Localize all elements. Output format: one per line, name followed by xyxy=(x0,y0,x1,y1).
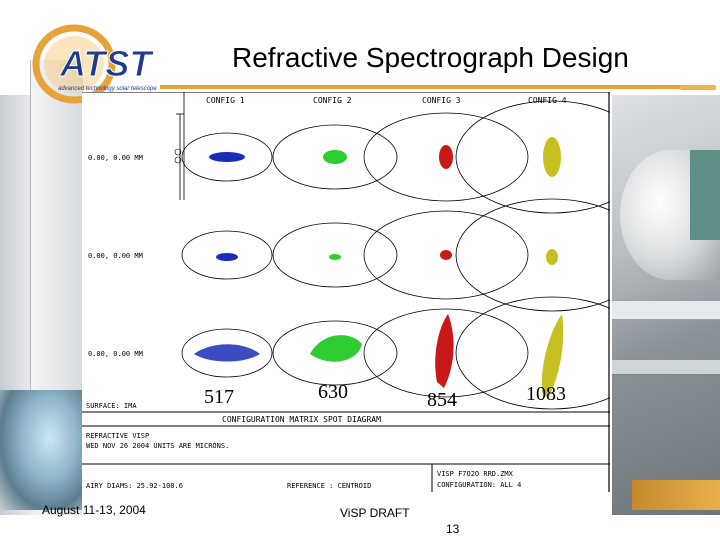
spot-blue-r2 xyxy=(216,253,238,261)
configuration-label: CONFIGURATION: ALL 4 xyxy=(437,481,521,489)
footer-subtitle: ViSP DRAFT xyxy=(340,506,410,520)
airy-ellipse-r3-c2 xyxy=(272,320,398,386)
spot-diagram: CONFIG 1 CONFIG 2 CONFIG 3 CONFIG 4 0.00… xyxy=(82,92,610,492)
file-label: VISP F7O2O RRD.ZMX xyxy=(437,470,514,478)
airy-ellipse-r3-c3 xyxy=(363,308,529,398)
footer-date: August 11-13, 2004 xyxy=(42,503,146,517)
logo-tagline: advanced technology solar telescope xyxy=(58,86,157,92)
title-underline-cap xyxy=(680,85,716,90)
airy-diameters: AIRY DIAMS: 25.92-108.6 xyxy=(86,482,183,490)
slide-title: Refractive Spectrograph Design xyxy=(232,42,629,73)
row-label-3: 0.00, 0.00 MM xyxy=(88,350,143,358)
background-right-panel xyxy=(690,150,720,240)
background-right-orange xyxy=(632,480,720,510)
title-underline xyxy=(160,85,688,89)
airy-ellipse-r1-c3 xyxy=(363,112,529,202)
row-label-1: 0.00, 0.00 MM xyxy=(88,154,143,162)
page-number: 13 xyxy=(446,522,460,536)
background-right-band-2 xyxy=(612,360,720,375)
info-line-1: REFRACTIVE VISP xyxy=(86,432,149,440)
config-label-3: CONFIG 3 xyxy=(422,96,461,105)
spot-red-r3 xyxy=(435,314,454,388)
background-right-band xyxy=(612,300,720,320)
logo-text: ATST xyxy=(59,43,154,84)
airy-ellipse-r3-c4 xyxy=(455,296,610,410)
spot-blue-r3 xyxy=(194,344,260,362)
airy-ellipse-r1-c1 xyxy=(181,132,273,182)
surface-label: SURFACE: IMA xyxy=(86,402,137,410)
wavelength-label-1083: 1083 xyxy=(526,383,566,405)
spot-red-r1 xyxy=(439,145,453,169)
spot-blue-r1 xyxy=(209,152,245,162)
reference-label: REFERENCE : CENTROID xyxy=(287,482,371,490)
wavelength-label-854: 854 xyxy=(427,389,457,411)
spot-yellow-r1 xyxy=(543,137,561,177)
airy-ellipse-r1-c2 xyxy=(272,124,398,190)
spot-green-r3 xyxy=(310,335,362,362)
background-left-dish xyxy=(0,390,82,510)
airy-ellipse-r2-c3 xyxy=(363,210,529,300)
config-label-2: CONFIG 2 xyxy=(313,96,352,105)
airy-ellipse-r2-c1 xyxy=(181,230,273,280)
info-line-2: WED NOV 26 2004 UNITS ARE MICRONS. xyxy=(86,442,229,450)
wavelength-label-630: 630 xyxy=(318,381,348,403)
diagram-title: CONFIGURATION MATRIX SPOT DIAGRAM xyxy=(222,415,381,424)
spot-yellow-r2 xyxy=(546,249,558,265)
airy-ellipse-r2-c4 xyxy=(455,198,610,312)
airy-ellipse-r2-c2 xyxy=(272,222,398,288)
spot-yellow-r3 xyxy=(541,314,564,398)
row-label-2: 0.00, 0.00 MM xyxy=(88,252,143,260)
atst-logo: ATST advanced technology solar telescope xyxy=(32,18,182,106)
spot-green-r1 xyxy=(323,150,347,164)
airy-ellipse-r3-c1 xyxy=(181,328,273,378)
spot-green-r2 xyxy=(329,254,341,260)
wavelength-label-517: 517 xyxy=(204,386,234,408)
background-left-tower xyxy=(30,60,83,390)
airy-ellipse-r1-c4 xyxy=(455,100,610,214)
config-label-4: CONFIG 4 xyxy=(528,96,567,105)
config-label-1: CONFIG 1 xyxy=(206,96,245,105)
spot-red-r2 xyxy=(440,250,452,260)
